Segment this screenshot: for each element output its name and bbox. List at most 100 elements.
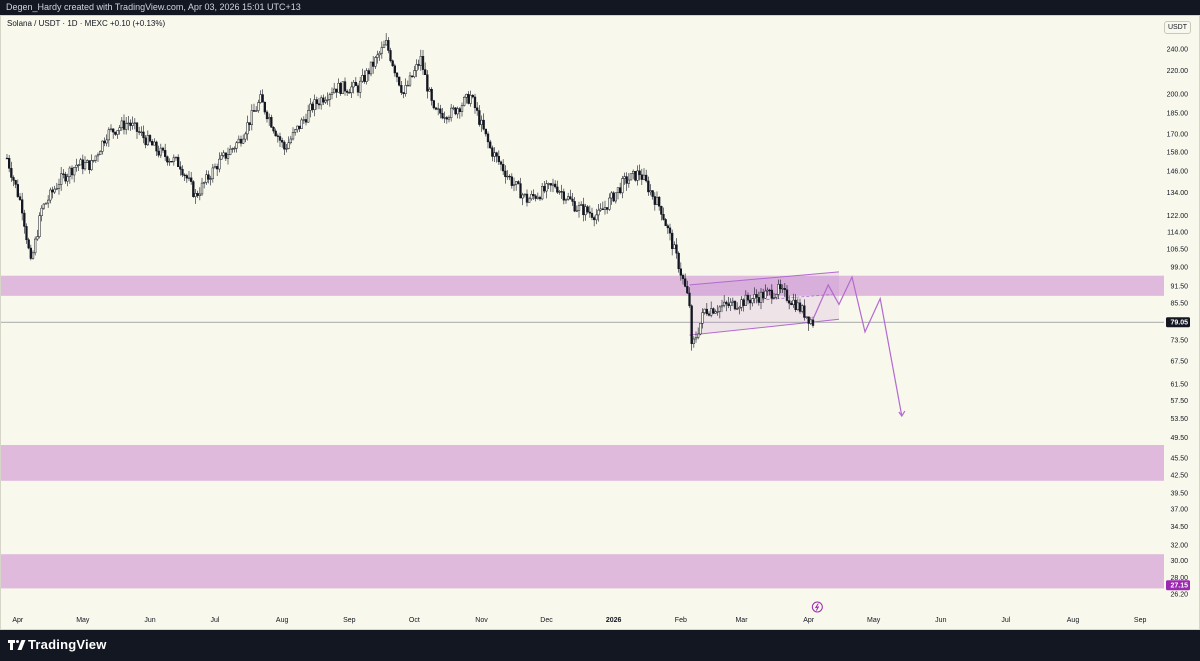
candle-up <box>632 171 635 174</box>
candle-down <box>532 194 535 197</box>
candle-up <box>233 147 236 150</box>
candle-down <box>549 183 552 186</box>
candle-down <box>348 92 351 94</box>
candle-up <box>480 119 483 125</box>
candle-up <box>408 75 412 86</box>
x-tick-label: Jun <box>144 617 155 624</box>
tradingview-logo-icon[interactable] <box>8 639 26 651</box>
candle-up <box>521 194 524 199</box>
candle-up <box>580 204 583 206</box>
candle-up <box>257 102 260 111</box>
candle-up <box>595 214 598 221</box>
candle-up <box>777 284 780 295</box>
candle-down <box>679 268 682 276</box>
candle-down <box>502 164 505 172</box>
candle-up <box>55 188 58 190</box>
candle-up <box>99 151 102 155</box>
candle-down <box>489 141 492 149</box>
candle-down <box>411 75 414 78</box>
candle-up <box>86 160 89 163</box>
candle-up <box>380 47 383 54</box>
candle-up <box>378 52 381 56</box>
candle-up <box>40 207 43 217</box>
last-price-tag-box <box>1166 317 1190 328</box>
candle-up <box>96 154 100 157</box>
candle-down <box>398 76 401 86</box>
chart-pane[interactable]: 240.00 220.00 200.00 185.00 170.00 158.00 146.… <box>0 15 1200 630</box>
candle-down <box>508 175 511 178</box>
candle-down <box>684 278 687 287</box>
candle-down <box>192 181 195 197</box>
candle-down <box>588 211 591 214</box>
candle-down <box>304 119 308 123</box>
tradingview-wordmark[interactable]: TradingView <box>28 637 107 652</box>
candle-up <box>220 155 223 160</box>
candle-down <box>311 103 314 111</box>
candle-up <box>330 92 334 95</box>
candle-down <box>151 141 154 146</box>
candle-up <box>512 184 516 186</box>
candle-up <box>575 210 578 212</box>
candle-up <box>369 61 373 75</box>
candle-down <box>749 299 752 304</box>
candle-up <box>153 141 156 146</box>
candle-up <box>428 88 431 92</box>
candle-up <box>413 70 416 78</box>
candle-down <box>335 88 338 93</box>
y-tick-label: 61.50 <box>1170 382 1188 389</box>
candle-down <box>439 108 442 114</box>
candle-down <box>569 196 572 200</box>
projection-path <box>812 275 903 417</box>
candle-down <box>185 175 188 179</box>
candle-down <box>144 137 147 146</box>
candle-up <box>218 158 221 170</box>
candle-up <box>101 140 104 152</box>
candle-up <box>120 120 123 128</box>
candle-down <box>677 252 680 270</box>
candle-up <box>294 129 297 133</box>
candle-down <box>346 90 349 93</box>
candle-up <box>710 308 713 316</box>
x-tick-label: May <box>76 617 90 624</box>
candle-up <box>723 301 726 306</box>
candle-down <box>112 128 115 133</box>
candle-up <box>697 333 700 338</box>
candle-up <box>60 173 63 185</box>
y-tick-label: 73.50 <box>1170 338 1188 345</box>
candle-up <box>465 93 468 98</box>
candle-up <box>235 142 238 149</box>
candle-down <box>5 157 9 160</box>
candle-down <box>16 184 19 197</box>
chart-canvas[interactable]: 240.00 220.00 200.00 185.00 170.00 158.00 146.… <box>1 16 1199 629</box>
candle-up <box>105 139 108 144</box>
candle-down <box>114 131 117 135</box>
candle-up <box>302 119 305 121</box>
candle-down <box>322 97 325 103</box>
candle-up <box>536 196 539 199</box>
candle-down <box>252 110 256 112</box>
y-tick-label: 99.00 <box>1170 264 1188 271</box>
y-tick-label: 67.50 <box>1170 359 1188 366</box>
candle-down <box>387 40 390 51</box>
currency-button[interactable]: USDT <box>1163 21 1191 34</box>
candle-up <box>493 152 496 157</box>
candle-up <box>125 123 128 130</box>
candle-up <box>287 142 290 149</box>
y-tick-label: 53.50 <box>1170 416 1188 423</box>
candle-down <box>499 161 503 165</box>
candle-up <box>636 170 639 181</box>
y-tick-label: 185.00 <box>1167 110 1189 117</box>
candle-up <box>53 188 56 193</box>
candle-down <box>276 135 279 137</box>
candle-up <box>359 80 362 93</box>
candle-up <box>716 311 719 313</box>
candle-up <box>222 152 225 156</box>
candle-up <box>419 56 422 66</box>
candle-up <box>229 148 232 156</box>
candle-down <box>315 99 318 104</box>
x-tick-label: Nov <box>475 617 488 624</box>
candle-up <box>528 198 531 203</box>
candle-up <box>558 191 561 193</box>
candle-up <box>642 174 646 180</box>
candle-up <box>57 184 61 189</box>
